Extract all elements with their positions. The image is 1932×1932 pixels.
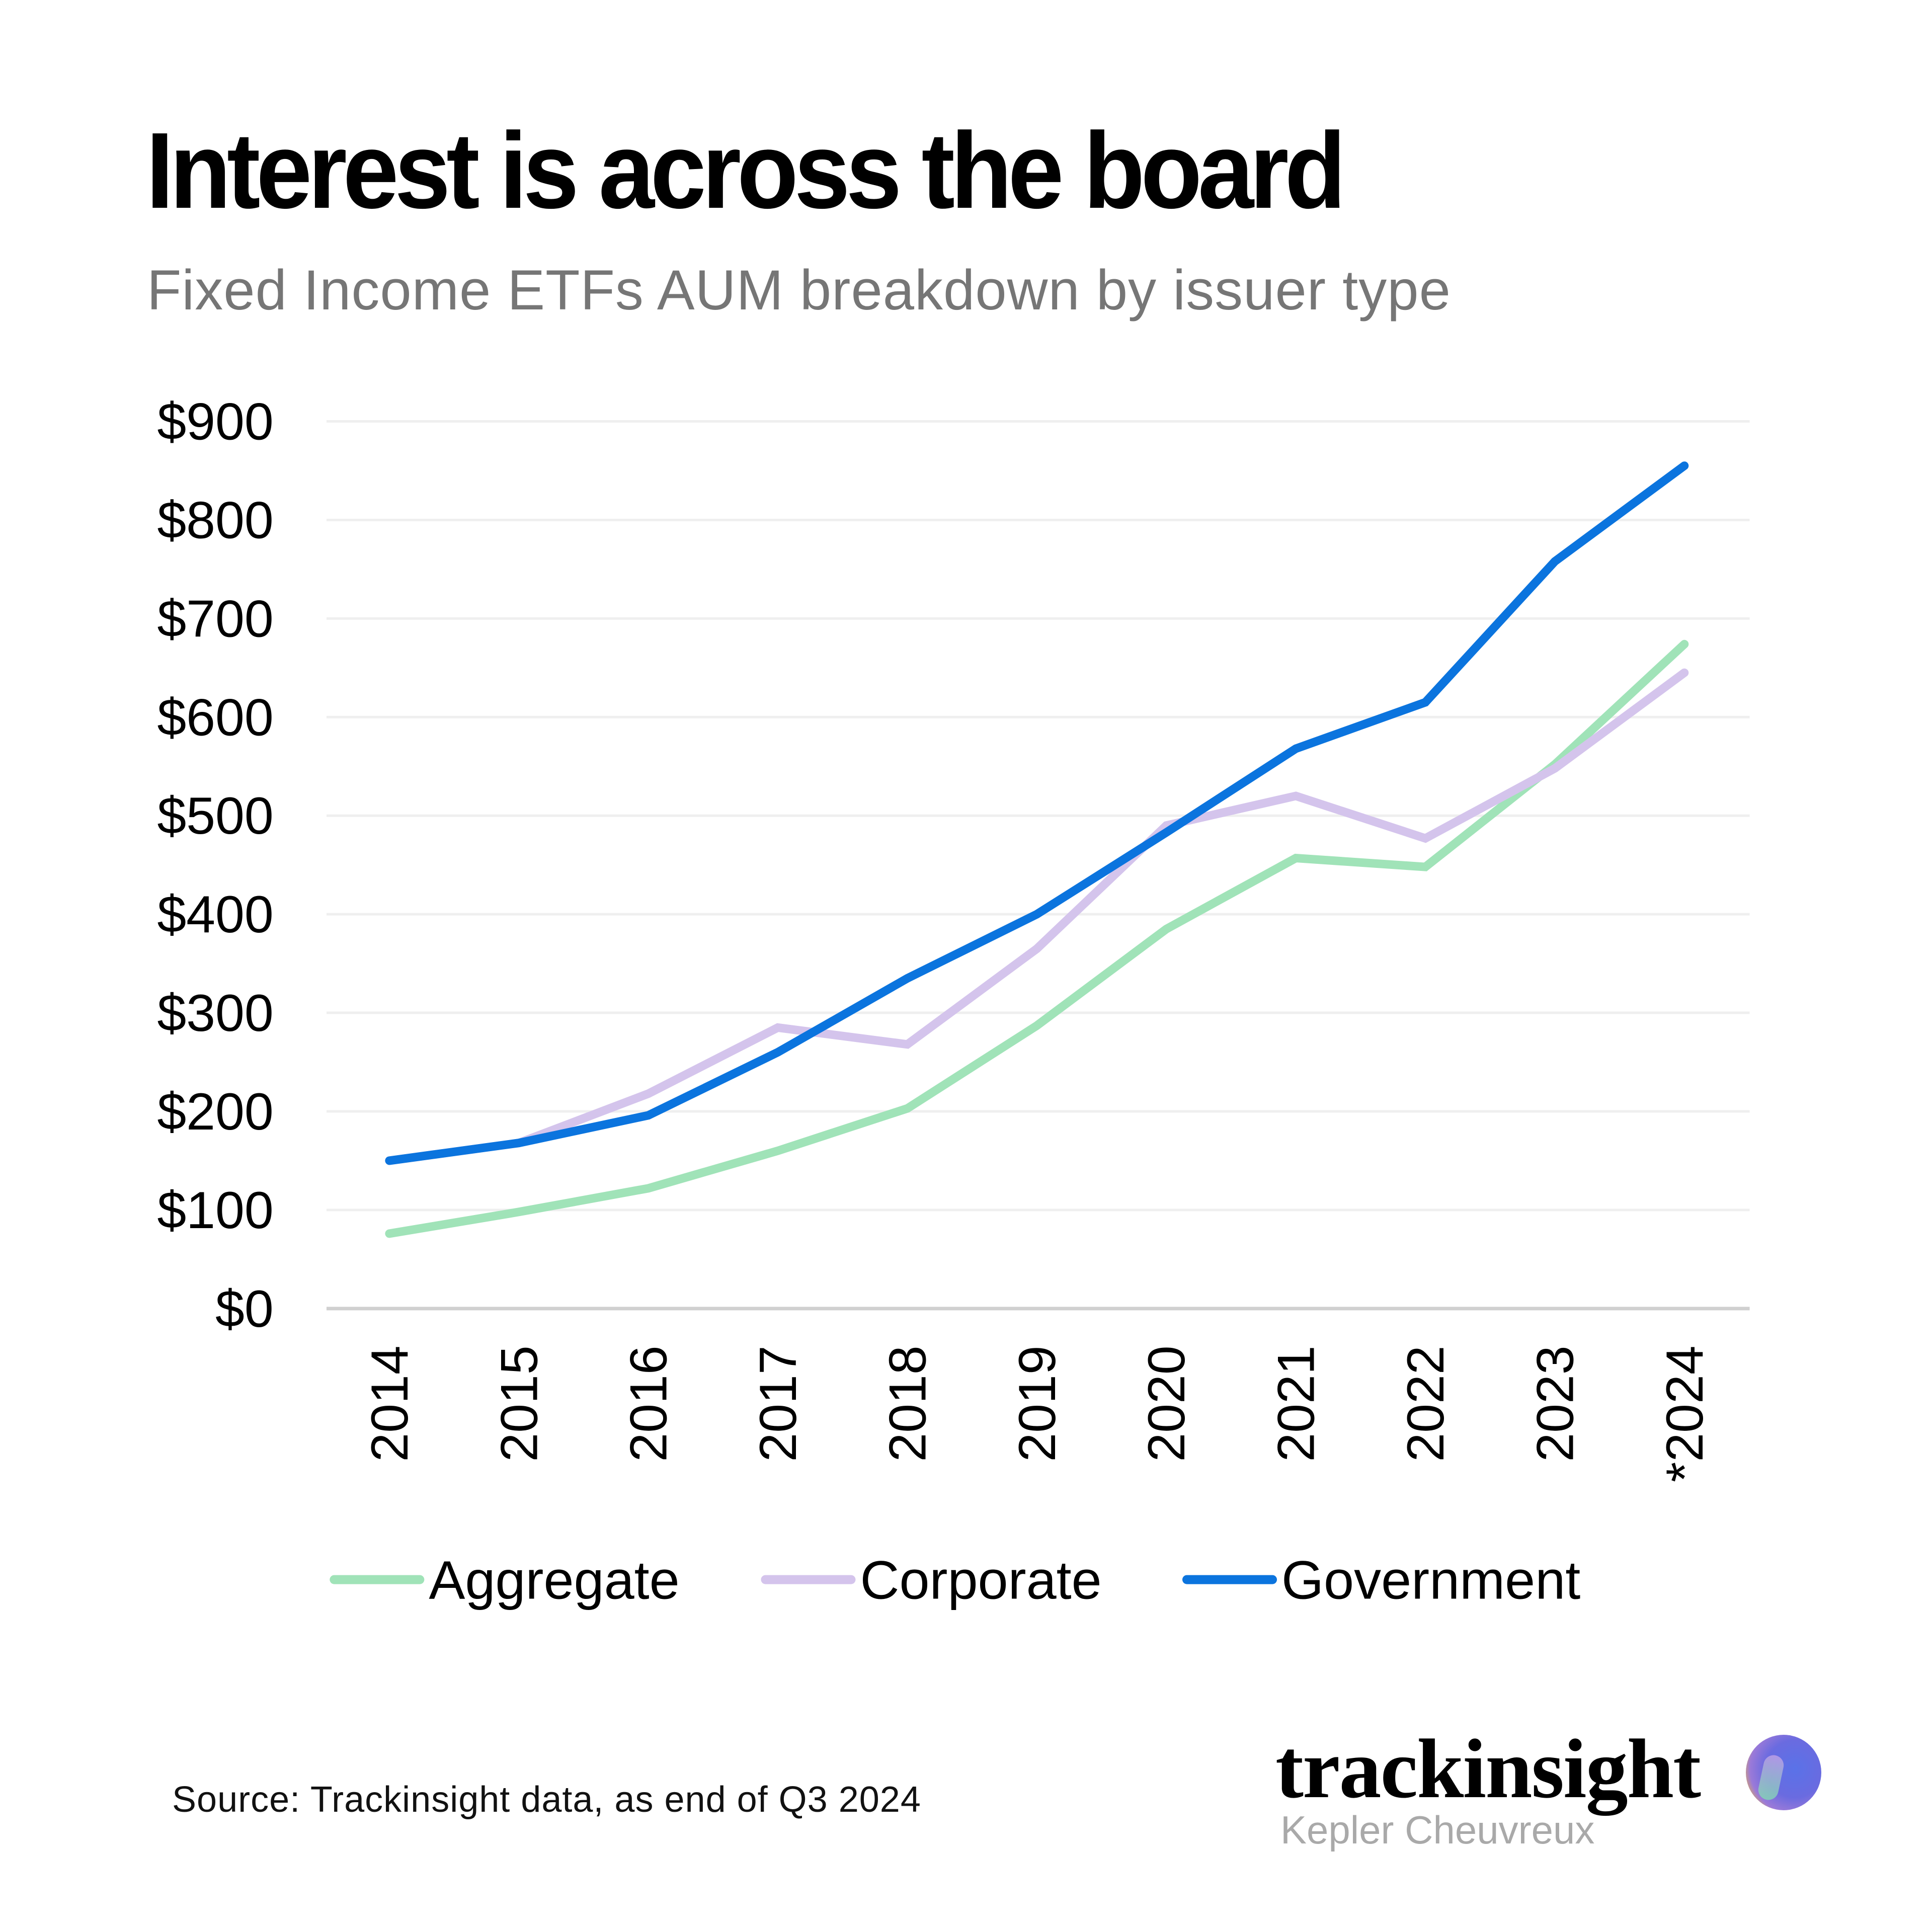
y-tick-label: $500 xyxy=(157,787,273,845)
y-tick-label: $100 xyxy=(157,1181,273,1240)
x-tick-label: 2021 xyxy=(1267,1345,1326,1462)
x-tick-label: 2022 xyxy=(1397,1345,1455,1462)
x-tick-label: 2016 xyxy=(620,1345,678,1462)
x-tick-label: 2020 xyxy=(1138,1345,1196,1462)
y-tick-label: $600 xyxy=(157,688,273,747)
x-axis-ticks: 2014 2015 2016 2017 2018 2019 2020 2021 2022 2023… xyxy=(361,1345,1714,1482)
legend-label-corporate: Corporate xyxy=(860,1550,1101,1611)
x-tick-label: 2015 xyxy=(490,1345,548,1462)
chart-title: Interest is across the board xyxy=(146,110,1346,231)
y-tick-label: $0 xyxy=(215,1280,274,1338)
y-tick-label: $400 xyxy=(157,886,273,944)
x-tick-label: 2018 xyxy=(878,1345,937,1462)
brand-subtitle: Kepler Cheuvreux xyxy=(1280,1808,1595,1852)
y-axis-ticks: $0 $100 $200 $300 $400 $500 $600 $700 $800 $900 xyxy=(157,393,273,1338)
series-line-aggregate xyxy=(385,639,1689,1238)
y-tick-label: $700 xyxy=(157,590,273,648)
gridlines xyxy=(326,420,1750,1311)
series-line-government xyxy=(385,461,1689,1165)
y-tick-label: $300 xyxy=(157,984,273,1042)
legend-label-aggregate: Aggregate xyxy=(429,1550,679,1611)
x-tick-label: 2014 xyxy=(361,1345,419,1462)
series-lines xyxy=(385,461,1689,1238)
x-tick-label: 2023 xyxy=(1526,1345,1584,1462)
x-tick-label: 2017 xyxy=(749,1345,808,1462)
y-tick-label: $800 xyxy=(157,491,273,549)
x-tick-label: 2019 xyxy=(1008,1345,1067,1462)
legend: Aggregate Corporate Government xyxy=(330,1550,1580,1611)
y-tick-label: $200 xyxy=(157,1083,273,1141)
y-tick-label: $900 xyxy=(157,393,273,451)
brand-logo-text: trackinsight xyxy=(1275,1722,1701,1816)
legend-label-government: Government xyxy=(1281,1550,1580,1611)
brand-orb-icon xyxy=(1746,1735,1821,1810)
chart-subtitle: Fixed Income ETFs AUM breakdown by issue… xyxy=(147,259,1451,321)
x-tick-label: *2024 xyxy=(1656,1345,1714,1482)
source-note: Source: Trackinsight data, as end of Q3 … xyxy=(172,1780,921,1820)
series-line-corporate xyxy=(385,668,1689,1165)
